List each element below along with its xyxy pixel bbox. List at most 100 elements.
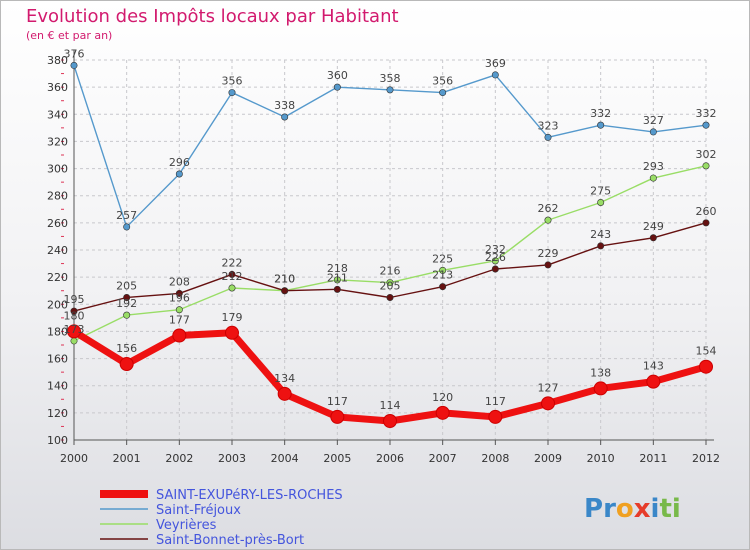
data-label: 205 — [380, 280, 401, 293]
data-point — [228, 89, 236, 97]
data-point — [488, 409, 503, 424]
data-point — [386, 293, 394, 301]
data-labels: 180 156 177 179 134 117 114 120 117 127 138 143 154 3… — [64, 47, 717, 412]
data-label: 192 — [116, 297, 137, 310]
data-label: 229 — [538, 247, 559, 260]
data-label: 216 — [380, 265, 401, 278]
data-label: 127 — [538, 381, 559, 394]
data-point — [593, 381, 608, 396]
x-tick-label: 2005 — [323, 452, 351, 465]
data-point — [333, 285, 341, 293]
data-label: 213 — [432, 269, 453, 282]
grid — [73, 59, 707, 441]
data-point — [597, 199, 605, 207]
data-label: 208 — [169, 275, 190, 288]
data-point — [702, 219, 710, 227]
data-point — [228, 270, 236, 278]
brand-letter: i — [651, 494, 660, 524]
y-tick-label: 140 — [47, 380, 68, 393]
data-point — [281, 113, 289, 121]
brand-letter: P — [584, 494, 603, 524]
data-point — [225, 325, 239, 340]
data-point — [67, 324, 81, 339]
data-point — [646, 374, 661, 389]
y-tick-labels: 100 120 140 160 180 200 220 240 260 280 300 320 340 3… — [47, 54, 68, 447]
brand-letter: x — [634, 494, 651, 524]
data-point — [175, 306, 183, 314]
data-label: 120 — [432, 391, 453, 404]
data-point — [330, 409, 345, 424]
data-point — [119, 357, 134, 371]
data-label: 210 — [274, 273, 295, 286]
data-label: 117 — [327, 395, 348, 408]
data-point — [333, 276, 341, 284]
data-point — [228, 284, 236, 292]
data-label: 262 — [538, 202, 559, 215]
data-point — [491, 265, 499, 273]
chart-title: Evolution des Impôts locaux par Habitant — [26, 6, 399, 27]
x-tick-label: 2006 — [376, 452, 404, 465]
data-point — [699, 359, 713, 374]
data-label: 323 — [538, 119, 559, 132]
x-tick-label: 2010 — [587, 452, 615, 465]
data-point — [649, 128, 657, 136]
x-tick-label: 2012 — [692, 452, 720, 465]
y-tick-label: 180 — [47, 325, 68, 338]
data-point — [491, 71, 499, 79]
legend-label: SAINT-EXUPéRY-LES-ROCHES — [156, 488, 343, 503]
data-point — [123, 223, 131, 231]
data-point — [491, 257, 499, 265]
data-label: 156 — [116, 342, 137, 355]
data-point — [123, 293, 131, 301]
data-label: 222 — [222, 256, 243, 269]
data-point — [70, 337, 78, 345]
data-point — [386, 86, 394, 94]
data-label: 356 — [432, 75, 453, 88]
data-point — [702, 162, 710, 170]
chart-subtitle: (en € et par an) — [26, 29, 112, 42]
data-label: 360 — [327, 69, 348, 82]
data-label: 154 — [696, 345, 717, 358]
legend: SAINT-EXUPéRY-LES-ROCHESSaint-FréjouxVey… — [100, 488, 343, 548]
brand-letter: o — [616, 494, 634, 524]
x-tick-label: 2007 — [429, 452, 457, 465]
data-point — [544, 261, 552, 269]
data-point — [649, 174, 657, 182]
series-group — [67, 61, 713, 428]
data-label: 225 — [432, 252, 453, 265]
legend-label: Saint-Bonnet-près-Bort — [156, 533, 304, 548]
data-label: 179 — [222, 311, 243, 324]
data-label: 143 — [643, 360, 664, 373]
data-label: 332 — [696, 107, 717, 120]
data-point — [544, 133, 552, 141]
data-label: 212 — [222, 270, 243, 283]
data-point — [172, 328, 187, 343]
data-label: 205 — [116, 280, 137, 293]
data-label: 196 — [169, 292, 190, 305]
data-point — [70, 61, 78, 69]
y-tick-label: 200 — [47, 298, 68, 311]
data-label: 356 — [222, 75, 243, 88]
data-label: 376 — [64, 47, 85, 60]
axes — [61, 50, 714, 445]
data-label: 302 — [696, 148, 717, 161]
data-point — [175, 170, 183, 178]
data-point — [281, 287, 289, 295]
data-point — [439, 283, 447, 291]
data-point — [439, 89, 447, 97]
x-tick-label: 2002 — [165, 452, 193, 465]
legend-label: Veyrières — [156, 518, 217, 533]
data-label: 260 — [696, 205, 717, 218]
data-label: 332 — [590, 107, 611, 120]
data-label: 211 — [327, 271, 348, 284]
data-point — [541, 396, 555, 411]
data-point — [333, 83, 341, 91]
data-point — [277, 386, 292, 401]
data-label: 117 — [485, 395, 506, 408]
data-label: 232 — [485, 243, 506, 256]
data-point — [386, 279, 394, 287]
data-label: 257 — [116, 209, 137, 222]
x-tick-label: 2011 — [639, 452, 667, 465]
brand-letter: t — [659, 494, 671, 524]
data-point — [70, 307, 78, 315]
